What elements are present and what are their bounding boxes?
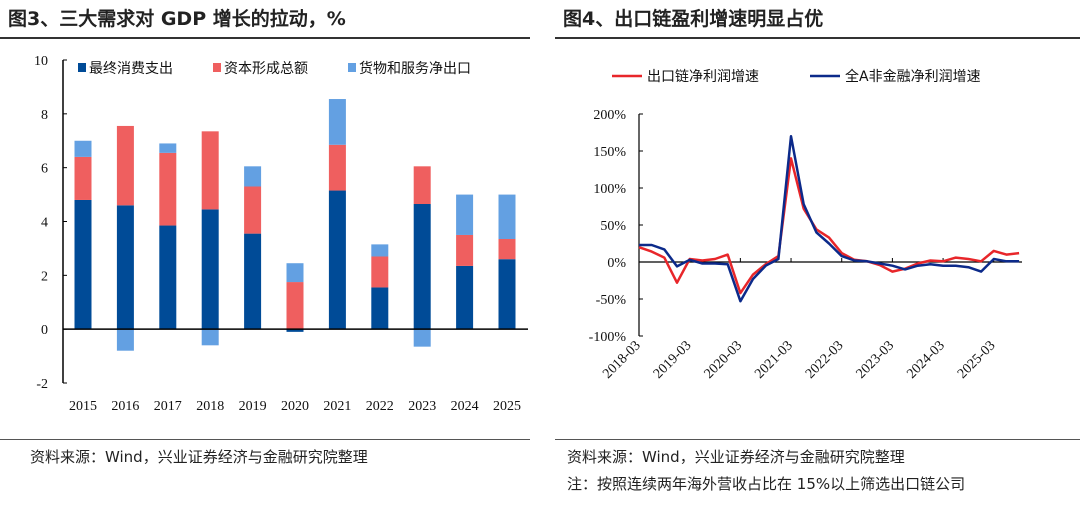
x-tick-label: 2023-03 [854,338,898,382]
y-tick-label: 100% [593,182,626,197]
x-tick-label: 2019-03 [651,338,695,382]
bar-2023-series-0 [413,204,431,330]
bar-2024-series-2 [456,194,474,235]
x-tick-label: 2022-03 [803,338,847,382]
y-tick-label: 0 [41,323,48,338]
line-series-0 [638,157,1020,295]
y-tick-label: 6 [41,162,48,177]
x-tick-label: 2025 [493,399,521,414]
bar-2021-series-1 [328,144,346,191]
left-source-rule [0,439,530,440]
x-tick-label: 2018 [196,399,224,414]
legend-label: 最终消费支出 [89,61,173,77]
y-tick-label: 200% [593,108,626,123]
bar-2015-series-1 [74,156,92,200]
y-tick-label: -2 [36,377,48,392]
right-chart-title: 图4、出口链盈利增速明显占优 [563,8,824,30]
bar-2018-series-1 [201,131,219,210]
legend-label: 货物和服务净出口 [359,60,471,77]
x-tick-label: 2017 [154,399,182,414]
bar-2019-series-1 [244,186,262,234]
legend-label: 资本形成总额 [224,61,308,77]
right-note: 注：按照连续两年海外营收占比在 15%以上筛选出口链公司 [567,475,966,493]
x-tick-label: 2021-03 [752,338,796,382]
legend-swatch [348,63,356,72]
bar-2016-series-1 [116,125,134,206]
y-tick-label: 150% [593,145,626,160]
x-tick-label: 2015 [69,399,97,414]
y-tick-label: 4 [41,216,48,231]
y-tick-label: 0% [607,256,626,271]
bar-2020-series-2 [286,263,304,283]
x-tick-label: 2016 [111,399,139,414]
bar-2020-series-0 [286,329,304,332]
bar-2024-series-1 [456,234,474,266]
bar-2024-series-0 [456,265,474,330]
legend-label: 全A非金融净利润增速 [845,68,981,85]
right-source-rule [555,439,1080,440]
x-tick-label: 2019 [239,399,267,414]
y-tick-label: -100% [589,330,627,345]
right-source: 资料来源：Wind，兴业证券经济与金融研究院整理 [567,448,905,466]
bar-2022-series-0 [371,287,389,330]
left-title-rule [0,37,530,39]
left-chart-title: 图3、三大需求对 GDP 增长的拉动，% [8,8,346,30]
x-tick-label: 2024 [451,399,479,414]
bar-2025-series-2 [498,194,516,239]
legend-swatch [78,63,86,72]
bar-2019-series-2 [244,166,262,187]
bar-2018-series-0 [201,209,219,330]
x-tick-label: 2020-03 [702,338,746,382]
line-series-1 [639,134,1020,303]
right-title-rule [555,37,1080,39]
bar-2015-series-2 [74,140,92,157]
x-tick-label: 2024-03 [904,338,948,382]
x-tick-label: 2021 [323,399,351,414]
bar-2023-series-2 [413,329,431,347]
bar-2022-series-1 [371,256,389,288]
bar-2017-series-1 [159,152,177,226]
bar-2021-series-0 [328,190,346,330]
bar-2015-series-0 [74,199,92,330]
bar-2025-series-0 [498,259,516,330]
y-tick-label: 50% [600,219,626,234]
bar-2023-series-1 [413,166,431,205]
bar-2018-series-2 [201,329,219,346]
bar-2020-series-1 [286,282,304,330]
bar-2019-series-0 [244,233,262,330]
x-tick-label: 2025-03 [955,338,999,382]
bar-2017-series-0 [159,225,177,330]
legend-swatch [213,63,221,72]
left-source: 资料来源：Wind，兴业证券经济与金融研究院整理 [30,448,368,466]
bar-2021-series-2 [328,99,346,145]
x-tick-label: 2023 [408,399,436,414]
bar-2017-series-2 [159,143,177,153]
y-tick-label: 2 [41,269,48,284]
y-tick-label: 8 [41,108,48,123]
bar-2022-series-2 [371,244,389,257]
bar-2016-series-2 [116,329,134,351]
bar-2016-series-0 [116,205,134,330]
y-tick-label: -50% [596,293,627,308]
legend-label: 出口链净利润增速 [647,69,759,85]
y-tick-label: 10 [34,54,48,69]
bar-2025-series-1 [498,238,516,260]
x-tick-label: 2022 [366,399,394,414]
x-tick-label: 2020 [281,399,309,414]
